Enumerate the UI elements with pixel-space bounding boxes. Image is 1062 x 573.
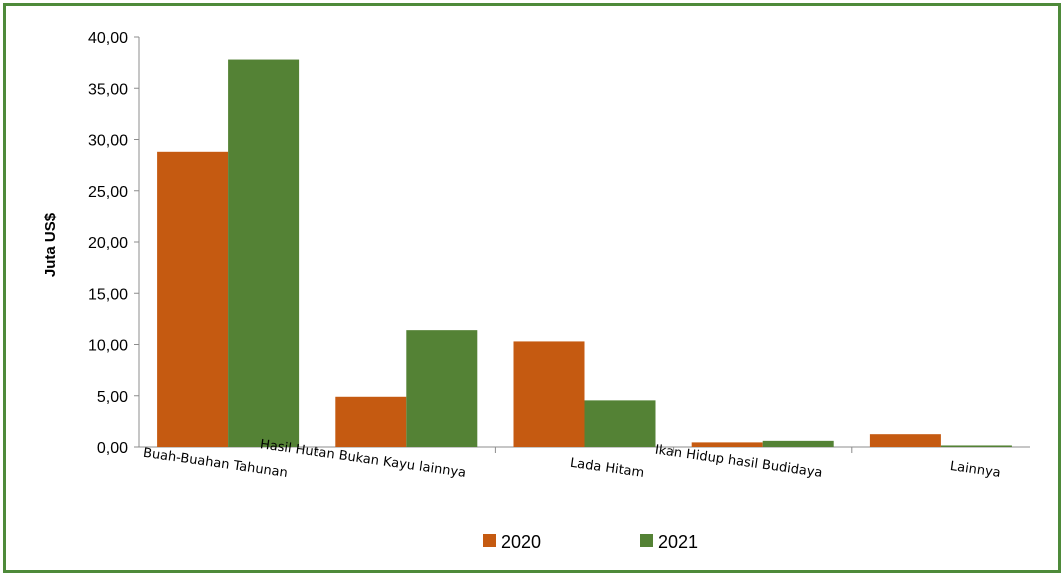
legend-swatch-2020	[483, 534, 496, 547]
x-category-label: Lainnya	[949, 459, 1002, 481]
x-category-label: Ikan Hidup hasil Budidaya	[654, 443, 823, 481]
bar-2021	[228, 59, 300, 448]
bar-2021	[406, 330, 478, 447]
bar-2020	[869, 434, 941, 447]
y-axis-label: Juta US$	[42, 212, 59, 277]
y-tick-label: 5,00	[97, 389, 128, 406]
y-tick-label: 25,00	[88, 184, 128, 201]
y-ticks: 0,00 5,00 10,00 15,00 20,00 25,00 30,00 35,00 40…	[88, 30, 139, 457]
bar-2020	[513, 341, 585, 447]
bar-2020	[157, 151, 229, 448]
bar-2021	[762, 440, 834, 447]
bar-2021	[584, 400, 656, 447]
bar-2020	[335, 396, 407, 447]
y-tick-label: 35,00	[88, 81, 128, 98]
bars	[157, 59, 1012, 453]
legend: 2020 2021	[483, 532, 698, 552]
y-tick-label: 15,00	[88, 286, 128, 303]
y-tick-label: 0,00	[97, 440, 128, 457]
y-tick-label: 10,00	[88, 338, 128, 355]
legend-label-2021: 2021	[658, 532, 698, 552]
x-category-label: Lada Hitam	[569, 456, 645, 481]
bar-2020	[691, 442, 763, 447]
y-tick-label: 20,00	[88, 235, 128, 252]
bar-2021	[940, 445, 1012, 447]
legend-label-2020: 2020	[501, 532, 541, 552]
y-tick-label: 40,00	[88, 30, 128, 47]
legend-swatch-2021	[640, 534, 653, 547]
y-tick-label: 30,00	[88, 133, 128, 150]
